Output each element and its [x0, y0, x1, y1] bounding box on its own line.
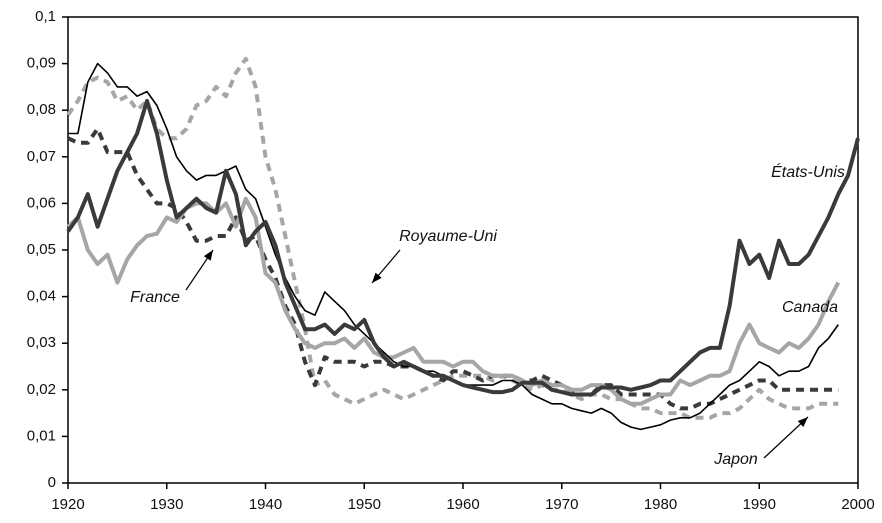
series-label: Canada	[782, 299, 838, 316]
series-line	[66, 56, 839, 420]
arrow-head	[372, 272, 382, 283]
y-tick-label: 0,01	[27, 427, 56, 444]
x-tick-label: 1960	[446, 496, 479, 513]
x-tick-label: 1950	[348, 496, 381, 513]
y-tick-label: 0,08	[27, 101, 56, 118]
x-tick-label: 1990	[743, 496, 776, 513]
x-tick-label: 1970	[545, 496, 578, 513]
y-tick-label: 0,02	[27, 381, 56, 398]
series-label: France	[130, 289, 180, 306]
x-tick-label: 1940	[249, 496, 282, 513]
x-tick-label: 1920	[51, 496, 84, 513]
y-tick-label: 0,03	[27, 334, 56, 351]
y-tick-label: 0,05	[27, 241, 56, 258]
y-tick-label: 0	[48, 474, 56, 491]
series-line	[66, 196, 841, 406]
y-tick-label: 0,1	[35, 8, 56, 25]
x-tick-label: 1980	[644, 496, 677, 513]
x-tick-label: 2000	[841, 496, 874, 513]
arrow-head	[797, 417, 808, 427]
y-tick-label: 0,06	[27, 194, 56, 211]
series-label: Japon	[713, 451, 758, 468]
y-tick-label: 0,07	[27, 148, 56, 165]
series-line	[66, 98, 860, 397]
series-label: Royaume-Uni	[399, 228, 497, 245]
x-tick-label: 1930	[150, 496, 183, 513]
y-tick-label: 0,09	[27, 55, 56, 72]
y-tick-label: 0,04	[27, 288, 56, 305]
arrow-head	[203, 250, 213, 261]
series-label: États-Unis	[771, 162, 845, 181]
